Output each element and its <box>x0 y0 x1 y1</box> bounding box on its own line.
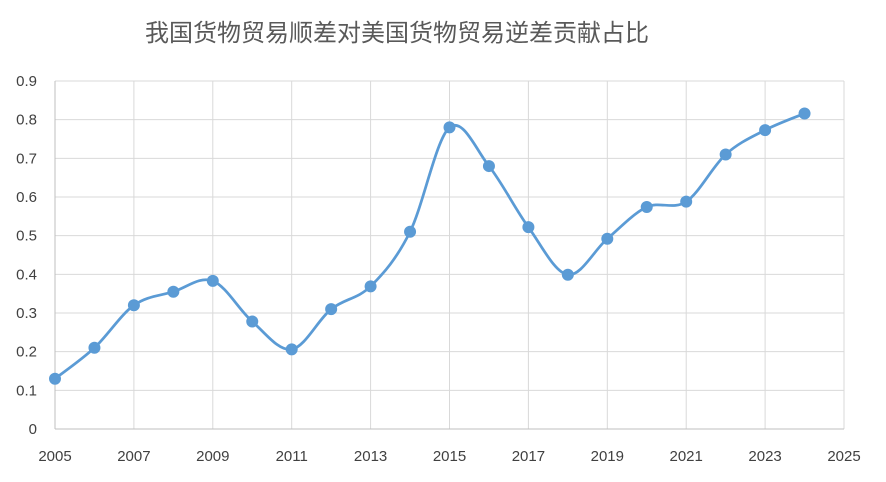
x-tick-label: 2025 <box>827 448 860 465</box>
data-point <box>680 195 693 208</box>
y-tick-label: 0.5 <box>16 228 37 245</box>
data-point <box>167 285 180 298</box>
x-tick-label: 2017 <box>512 448 545 465</box>
x-tick-label: 2009 <box>196 448 229 465</box>
x-tick-label: 2005 <box>38 448 71 465</box>
data-point <box>443 121 456 134</box>
y-tick-label: 0.2 <box>16 344 37 361</box>
data-point <box>640 201 653 214</box>
data-point <box>88 341 101 354</box>
y-tick-label: 0.9 <box>16 73 37 90</box>
y-axis-ticks: 0 0.1 0.2 0.3 0.4 0.5 0.6 0.7 0.8 0.9 <box>16 73 37 438</box>
data-points <box>49 107 811 385</box>
data-point <box>49 372 61 385</box>
data-point <box>719 148 732 161</box>
data-point <box>482 160 495 173</box>
y-tick-label: 0.4 <box>16 266 37 283</box>
series-line <box>53 112 806 381</box>
axes <box>54 81 844 430</box>
x-tick-label: 2021 <box>670 448 703 465</box>
data-point <box>325 303 338 316</box>
data-point <box>364 280 377 293</box>
data-point <box>522 221 535 234</box>
x-tick-label: 2015 <box>433 448 466 465</box>
x-tick-label: 2023 <box>748 448 781 465</box>
series <box>53 112 806 381</box>
y-tick-label: 0.6 <box>16 189 37 206</box>
grid <box>55 80 845 429</box>
data-point <box>561 268 574 281</box>
data-point <box>285 343 298 356</box>
y-tick-label: 0.1 <box>16 382 37 399</box>
x-tick-label: 2007 <box>117 448 150 465</box>
data-point <box>798 107 811 120</box>
x-tick-label: 2011 <box>276 448 308 465</box>
x-axis-ticks: 2005 2007 2009 2011 2013 2015 2017 2019 2021 2023… <box>38 448 860 465</box>
data-point <box>759 124 772 137</box>
x-tick-label: 2019 <box>591 448 624 465</box>
data-point <box>206 274 219 287</box>
data-point <box>127 299 140 312</box>
chart-title: 我国货物贸易顺差对美国货物贸易逆差贡献占比 <box>145 19 649 47</box>
y-tick-label: 0.8 <box>16 112 37 129</box>
y-tick-label: 0.7 <box>16 150 37 167</box>
x-tick-label: 2013 <box>354 448 387 465</box>
y-tick-label: 0 <box>29 421 37 438</box>
data-point <box>246 315 259 328</box>
data-point <box>404 225 417 238</box>
data-point <box>601 232 614 245</box>
y-tick-label: 0.3 <box>16 305 37 322</box>
